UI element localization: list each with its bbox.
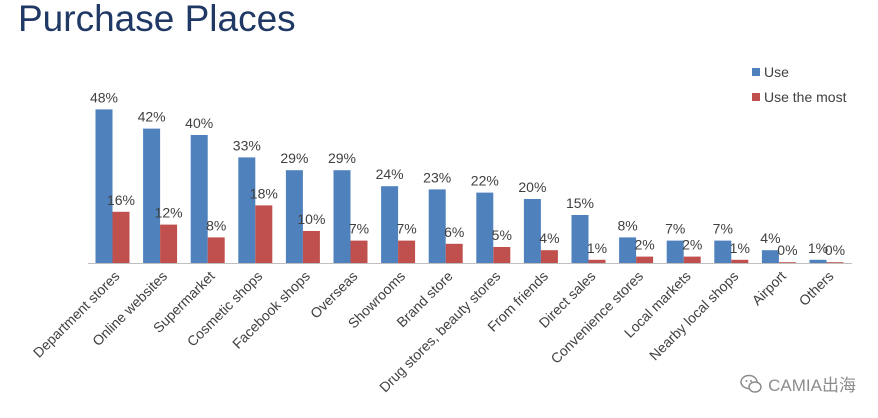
data-label-use-the-most: 5% — [492, 227, 512, 243]
data-label-use-the-most: 7% — [349, 221, 369, 237]
watermark-text: CAMIA出海 — [768, 376, 856, 395]
bar-use-the-most — [112, 211, 130, 263]
bar-use — [381, 186, 399, 263]
bar-use-the-most — [302, 231, 320, 263]
x-tick-label: Convenience stores — [547, 268, 646, 367]
bar-use — [714, 240, 732, 263]
legend: Use Use the most — [752, 64, 847, 105]
legend-label-use-the-most: Use the most — [764, 89, 847, 105]
bar-use — [95, 109, 113, 264]
data-labels-group: 48%16%42%12%40%8%33%18%29%10%29%7%24%7%2… — [90, 89, 845, 258]
bar-use-the-most — [255, 205, 273, 263]
x-tick-label: Airport — [749, 268, 790, 309]
data-label-use-the-most: 1% — [730, 240, 750, 256]
bar-use — [333, 170, 351, 263]
data-label-use-the-most: 0% — [777, 242, 797, 258]
data-label-use-the-most: 0% — [825, 242, 845, 258]
bar-use-the-most — [636, 256, 654, 263]
x-tick-label: Nearby local shops — [646, 268, 742, 364]
bar-use — [809, 259, 827, 263]
bar-use — [476, 192, 494, 263]
data-label-use: 48% — [90, 89, 118, 105]
data-label-use: 15% — [566, 195, 594, 211]
bar-use-the-most — [540, 250, 558, 263]
x-tick-label: Department stores — [30, 268, 123, 361]
bar-use-the-most — [398, 240, 416, 263]
bar-use — [238, 157, 256, 263]
data-label-use-the-most: 4% — [539, 230, 559, 246]
data-label-use-the-most: 18% — [250, 185, 278, 201]
bar-use-the-most — [350, 240, 368, 263]
bar-use — [619, 237, 637, 263]
bar-use — [666, 240, 684, 263]
bar-use — [523, 199, 541, 263]
bar-use — [190, 135, 208, 263]
data-label-use: 29% — [328, 150, 356, 166]
data-label-use-the-most: 8% — [206, 217, 226, 233]
bar-use-the-most — [826, 262, 844, 263]
data-label-use: 42% — [138, 109, 166, 125]
bar-use-the-most — [778, 262, 796, 263]
data-label-use: 20% — [518, 179, 546, 195]
data-label-use-the-most: 1% — [587, 240, 607, 256]
bar-use — [285, 170, 303, 263]
data-label-use: 1% — [808, 240, 828, 256]
bar-use-the-most — [588, 259, 606, 263]
bar-use — [571, 215, 589, 263]
data-label-use-the-most: 2% — [634, 237, 654, 253]
data-label-use-the-most: 16% — [107, 192, 135, 208]
page-title: Purchase Places — [18, 0, 296, 39]
bar-use-the-most — [683, 256, 701, 263]
data-label-use-the-most: 12% — [155, 205, 183, 221]
legend-swatch-use — [752, 68, 760, 76]
bar-use — [143, 128, 161, 263]
data-label-use-the-most: 6% — [444, 224, 464, 240]
data-label-use: 24% — [376, 166, 404, 182]
data-label-use: 29% — [280, 150, 308, 166]
data-label-use: 23% — [423, 169, 451, 185]
data-label-use: 40% — [185, 115, 213, 131]
bar-use-the-most — [445, 243, 463, 263]
data-label-use: 4% — [760, 230, 780, 246]
bar-use — [761, 250, 779, 263]
bar-use-the-most — [207, 237, 225, 263]
data-label-use: 7% — [665, 221, 685, 237]
wechat-icon — [740, 374, 762, 394]
watermark: CAMIA出海 — [740, 371, 856, 396]
data-label-use: 22% — [471, 173, 499, 189]
legend-label-use: Use — [764, 64, 789, 80]
data-label-use-the-most: 2% — [682, 237, 702, 253]
bar-use-the-most — [493, 247, 511, 263]
bars-group — [95, 109, 844, 264]
bar-use-the-most — [731, 259, 749, 263]
legend-swatch-use-the-most — [752, 93, 760, 101]
bar-use — [428, 189, 446, 263]
data-label-use: 7% — [713, 221, 733, 237]
data-label-use: 8% — [617, 217, 637, 233]
data-label-use-the-most: 10% — [297, 211, 325, 227]
data-label-use-the-most: 7% — [396, 221, 416, 237]
data-label-use: 33% — [233, 137, 261, 153]
x-tick-label: Others — [796, 268, 837, 309]
bar-use-the-most — [160, 224, 178, 263]
